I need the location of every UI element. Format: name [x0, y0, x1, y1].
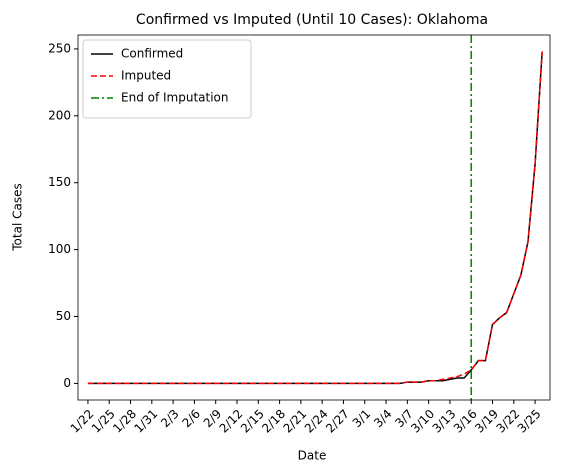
legend-label: End of Imputation	[121, 91, 229, 105]
y-tick-label: 150	[48, 175, 71, 189]
y-tick-label: 50	[56, 309, 71, 323]
y-tick-label: 250	[48, 41, 71, 55]
x-axis-label: Date	[298, 449, 327, 463]
y-tick-label: 200	[48, 108, 71, 122]
legend-label: Confirmed	[121, 47, 183, 61]
plot-frame	[77, 34, 551, 401]
legend-label: Imputed	[121, 69, 171, 83]
y-tick-label: 100	[48, 242, 71, 256]
legend-box	[82, 39, 252, 119]
chart-title: Confirmed vs Imputed (Until 10 Cases): O…	[136, 12, 488, 28]
y-tick-label: 0	[63, 376, 71, 390]
line-series	[87, 51, 543, 385]
y-axis-label: Total Cases	[11, 183, 25, 251]
